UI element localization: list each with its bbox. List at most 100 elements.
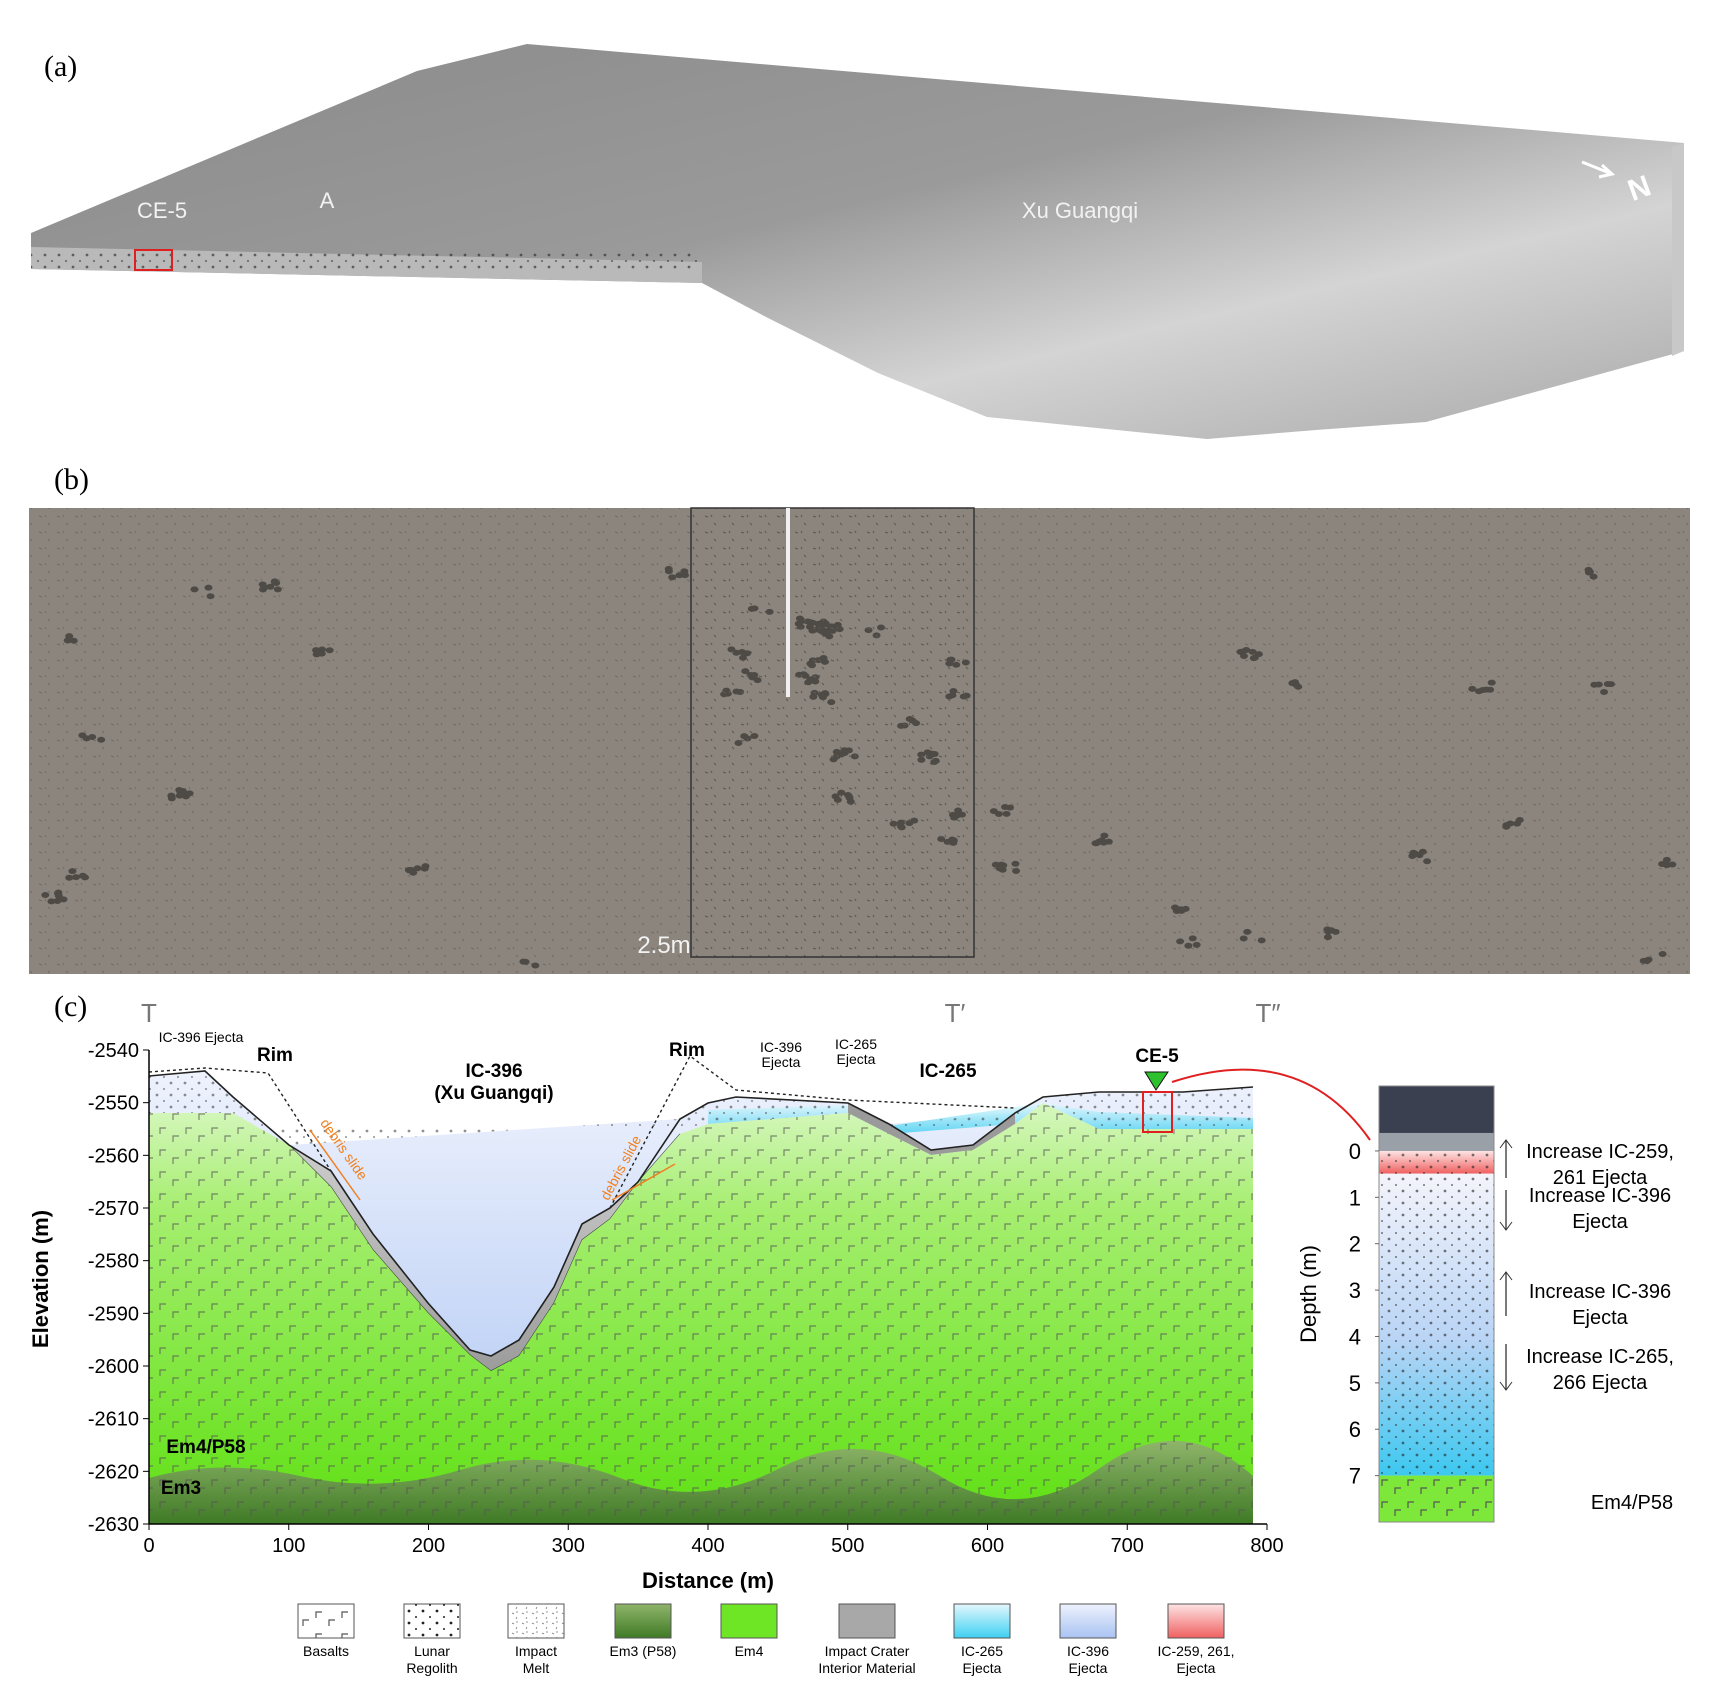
shape: IC-396 [760,1039,802,1055]
legend-line: IC-396 [1067,1643,1109,1659]
annotation: Rim [669,1040,705,1061]
debris-arrow [611,1163,676,1201]
y-tick-label: -2600 [88,1356,139,1378]
note-arrowhead [1499,1271,1513,1281]
y-tick-label: -2620 [88,1461,139,1483]
rock [204,584,213,591]
rock [521,958,530,965]
legend-line: Em4 [735,1643,764,1659]
map-label: Xu Guangqi [1022,198,1138,223]
rock [991,861,1000,868]
rock [1668,861,1677,868]
shape: (Xu Guangqi) [434,1083,553,1104]
note-line: Increase IC-259, [1526,1141,1674,1163]
site-box [1142,1091,1173,1133]
note-line: Increase IC-396 [1529,1185,1671,1207]
note-line: 266 Ejecta [1553,1372,1648,1394]
y-tick-label: -2610 [88,1409,139,1431]
note-line: Ejecta [1572,1307,1628,1329]
rock [1323,934,1332,941]
rock [1100,832,1109,839]
legend-line: Impact [515,1643,557,1659]
site-link [1171,1068,1371,1141]
rock [69,637,78,644]
rock [1011,860,1020,867]
sample-box [690,507,975,958]
rock [258,581,267,588]
rock [413,865,422,872]
profile-marker: T″ [1255,998,1280,1028]
y-axis-title: Elevation (m) [28,1210,53,1348]
legend-label: Impact Crater Interior Material [818,1643,915,1676]
layer-texture [1379,1150,1494,1476]
y-tick-label: -2630 [88,1514,139,1536]
rock [1600,689,1609,696]
rock [531,962,540,969]
legend-label: Lunar Regolith [406,1643,457,1676]
x-tick-label: 300 [552,1535,585,1557]
rock [664,568,673,575]
annotation: IC-396 (Xu Guangqi) [434,1061,553,1104]
rock [1288,680,1297,687]
rock [1474,688,1483,695]
legend-line: Ejecta [963,1660,1002,1676]
rock [1254,651,1263,658]
depth-tick-label: 5 [1349,1371,1361,1396]
rock [1002,810,1011,817]
surface-line [148,1070,1254,1357]
panel-label: (c) [54,990,87,1023]
rock [680,568,689,575]
rock [181,793,190,800]
terrain-front-texture [31,250,701,270]
rock [1248,648,1257,655]
legend-line: Lunar [414,1643,450,1659]
profile-marker: T [141,998,157,1028]
rock [1095,838,1104,845]
debris-arrow [309,1129,361,1201]
note-arrowhead [1499,1221,1513,1231]
x-tick-label: 800 [1250,1535,1283,1557]
panel-label: (b) [54,463,89,496]
rim-reconstruction [609,1054,1016,1209]
x-axis-title: Distance (m) [642,1568,774,1593]
legend-swatch [720,1603,778,1639]
column-axis-title: Depth (m) [1296,1245,1321,1343]
legend-line: Impact Crater [825,1643,910,1659]
legend-swatch [614,1603,672,1639]
layer-em4-texture [1379,1475,1494,1522]
legend-swatch-texture [404,1604,460,1638]
y-tick-label: -2580 [88,1251,139,1273]
legend-label: Impact Melt [515,1643,557,1676]
depth-tick-label: 7 [1349,1464,1361,1489]
annotation: Rim [257,1045,293,1066]
rock [167,792,176,799]
note-line: Ejecta [1572,1211,1628,1233]
note-line: Increase IC-265, [1526,1346,1674,1368]
rock [1243,928,1252,935]
rock [1584,569,1593,576]
depth-tick-label: 4 [1349,1324,1361,1349]
terrain-surface [31,44,1684,439]
y-tick-label: -2540 [88,1040,139,1062]
legend-line: Em3 (P58) [610,1643,677,1659]
rock [1482,686,1491,693]
rock [668,574,677,581]
rock [55,895,64,902]
ejecta-texture [149,1071,1253,1145]
legend-swatch [1059,1603,1117,1639]
rock [97,736,106,743]
column-note: Increase IC-265, 266 Ejecta [1526,1346,1674,1394]
rock [53,890,62,897]
legend-label: IC-396 Ejecta [1067,1643,1109,1676]
legend-line: Regolith [406,1660,457,1676]
rock [270,578,279,585]
rock [1192,941,1201,948]
legend-line: IC-265 [961,1643,1003,1659]
rock [47,898,56,905]
depth-tick-label: 3 [1349,1278,1361,1303]
terrain-side [1672,143,1684,356]
legend-label: Basalts [303,1643,349,1659]
cross-section [148,1054,1371,1524]
